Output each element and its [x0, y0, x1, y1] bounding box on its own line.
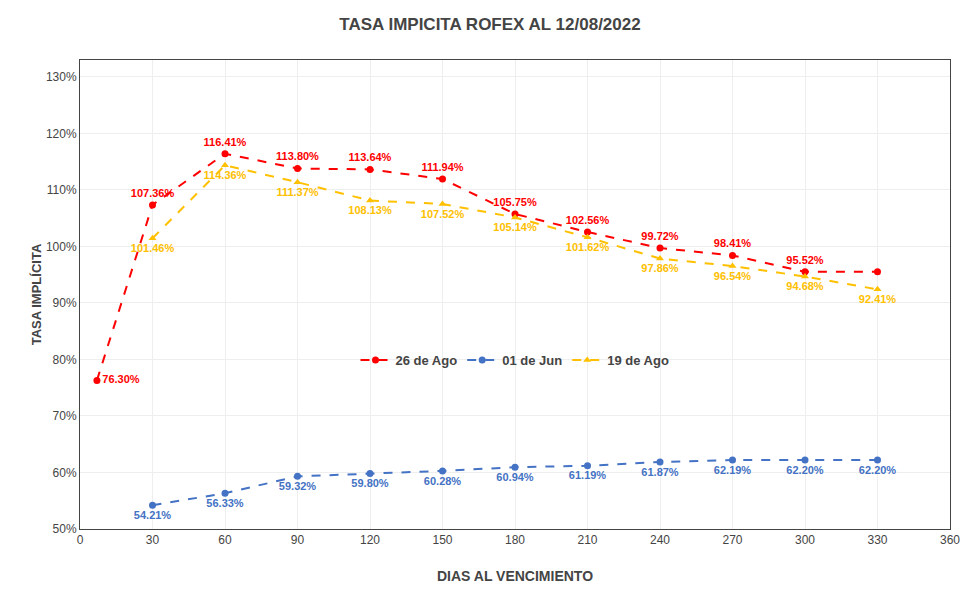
- svg-text:96.54%: 96.54%: [714, 270, 752, 282]
- svg-text:110%: 110%: [47, 183, 77, 197]
- svg-text:19 de Ago: 19 de Ago: [607, 353, 669, 368]
- svg-text:95.52%: 95.52%: [786, 254, 824, 266]
- svg-text:300: 300: [795, 533, 815, 547]
- svg-text:61.19%: 61.19%: [569, 469, 607, 481]
- svg-text:60: 60: [218, 533, 232, 547]
- svg-text:30: 30: [146, 533, 160, 547]
- svg-text:111.37%: 111.37%: [276, 186, 318, 198]
- svg-text:60.28%: 60.28%: [424, 475, 462, 487]
- svg-text:210: 210: [577, 533, 597, 547]
- svg-text:101.46%: 101.46%: [131, 242, 175, 254]
- svg-text:116.41%: 116.41%: [204, 136, 247, 148]
- svg-text:120: 120: [360, 533, 380, 547]
- svg-text:50%: 50%: [53, 522, 77, 536]
- svg-text:120%: 120%: [46, 127, 77, 141]
- svg-text:59.80%: 59.80%: [351, 477, 389, 489]
- svg-text:90%: 90%: [53, 296, 77, 310]
- svg-text:60%: 60%: [53, 466, 77, 480]
- svg-text:360: 360: [940, 533, 960, 547]
- svg-text:70%: 70%: [53, 409, 77, 423]
- svg-text:61.87%: 61.87%: [641, 466, 679, 478]
- svg-text:107.36%: 107.36%: [131, 187, 175, 199]
- svg-text:01 de Jun: 01 de Jun: [502, 353, 562, 368]
- svg-text:90: 90: [291, 533, 305, 547]
- svg-text:105.14%: 105.14%: [493, 221, 537, 233]
- svg-text:59.32%: 59.32%: [279, 480, 317, 492]
- svg-text:76.30%: 76.30%: [102, 373, 140, 385]
- svg-text:54.21%: 54.21%: [134, 509, 172, 521]
- svg-text:100%: 100%: [46, 240, 77, 254]
- svg-text:107.52%: 107.52%: [421, 208, 465, 220]
- svg-text:26 de Ago: 26 de Ago: [396, 353, 458, 368]
- svg-text:98.41%: 98.41%: [714, 237, 752, 249]
- svg-text:270: 270: [722, 533, 742, 547]
- svg-text:113.80%: 113.80%: [276, 150, 319, 162]
- svg-text:TASA IMPICITA ROFEX AL 12/08/2: TASA IMPICITA ROFEX AL 12/08/2022: [339, 15, 640, 34]
- svg-text:62.20%: 62.20%: [859, 464, 897, 476]
- svg-text:60.94%: 60.94%: [496, 471, 534, 483]
- svg-text:108.13%: 108.13%: [348, 204, 392, 216]
- svg-text:DIAS AL VENCIMIENTO: DIAS AL VENCIMIENTO: [437, 568, 593, 584]
- svg-text:97.86%: 97.86%: [641, 262, 679, 274]
- svg-text:92.41%: 92.41%: [859, 293, 897, 305]
- svg-text:62.20%: 62.20%: [786, 464, 824, 476]
- svg-text:130%: 130%: [46, 70, 77, 84]
- svg-text:105.75%: 105.75%: [493, 196, 537, 208]
- svg-text:180: 180: [505, 533, 525, 547]
- svg-text:56.33%: 56.33%: [206, 497, 244, 509]
- svg-text:150: 150: [432, 533, 452, 547]
- svg-text:240: 240: [650, 533, 670, 547]
- svg-text:111.94%: 111.94%: [421, 161, 463, 173]
- svg-text:94.68%: 94.68%: [786, 280, 824, 292]
- svg-text:102.56%: 102.56%: [566, 214, 610, 226]
- svg-text:113.64%: 113.64%: [349, 151, 392, 163]
- svg-text:80%: 80%: [53, 353, 77, 367]
- svg-text:0: 0: [77, 533, 84, 547]
- svg-text:101.62%: 101.62%: [566, 241, 610, 253]
- svg-text:62.19%: 62.19%: [714, 464, 752, 476]
- svg-text:330: 330: [867, 533, 887, 547]
- svg-text:114.36%: 114.36%: [204, 169, 247, 181]
- svg-text:TASA IMPLÍCITA: TASA IMPLÍCITA: [29, 243, 44, 345]
- svg-text:99.72%: 99.72%: [641, 230, 679, 242]
